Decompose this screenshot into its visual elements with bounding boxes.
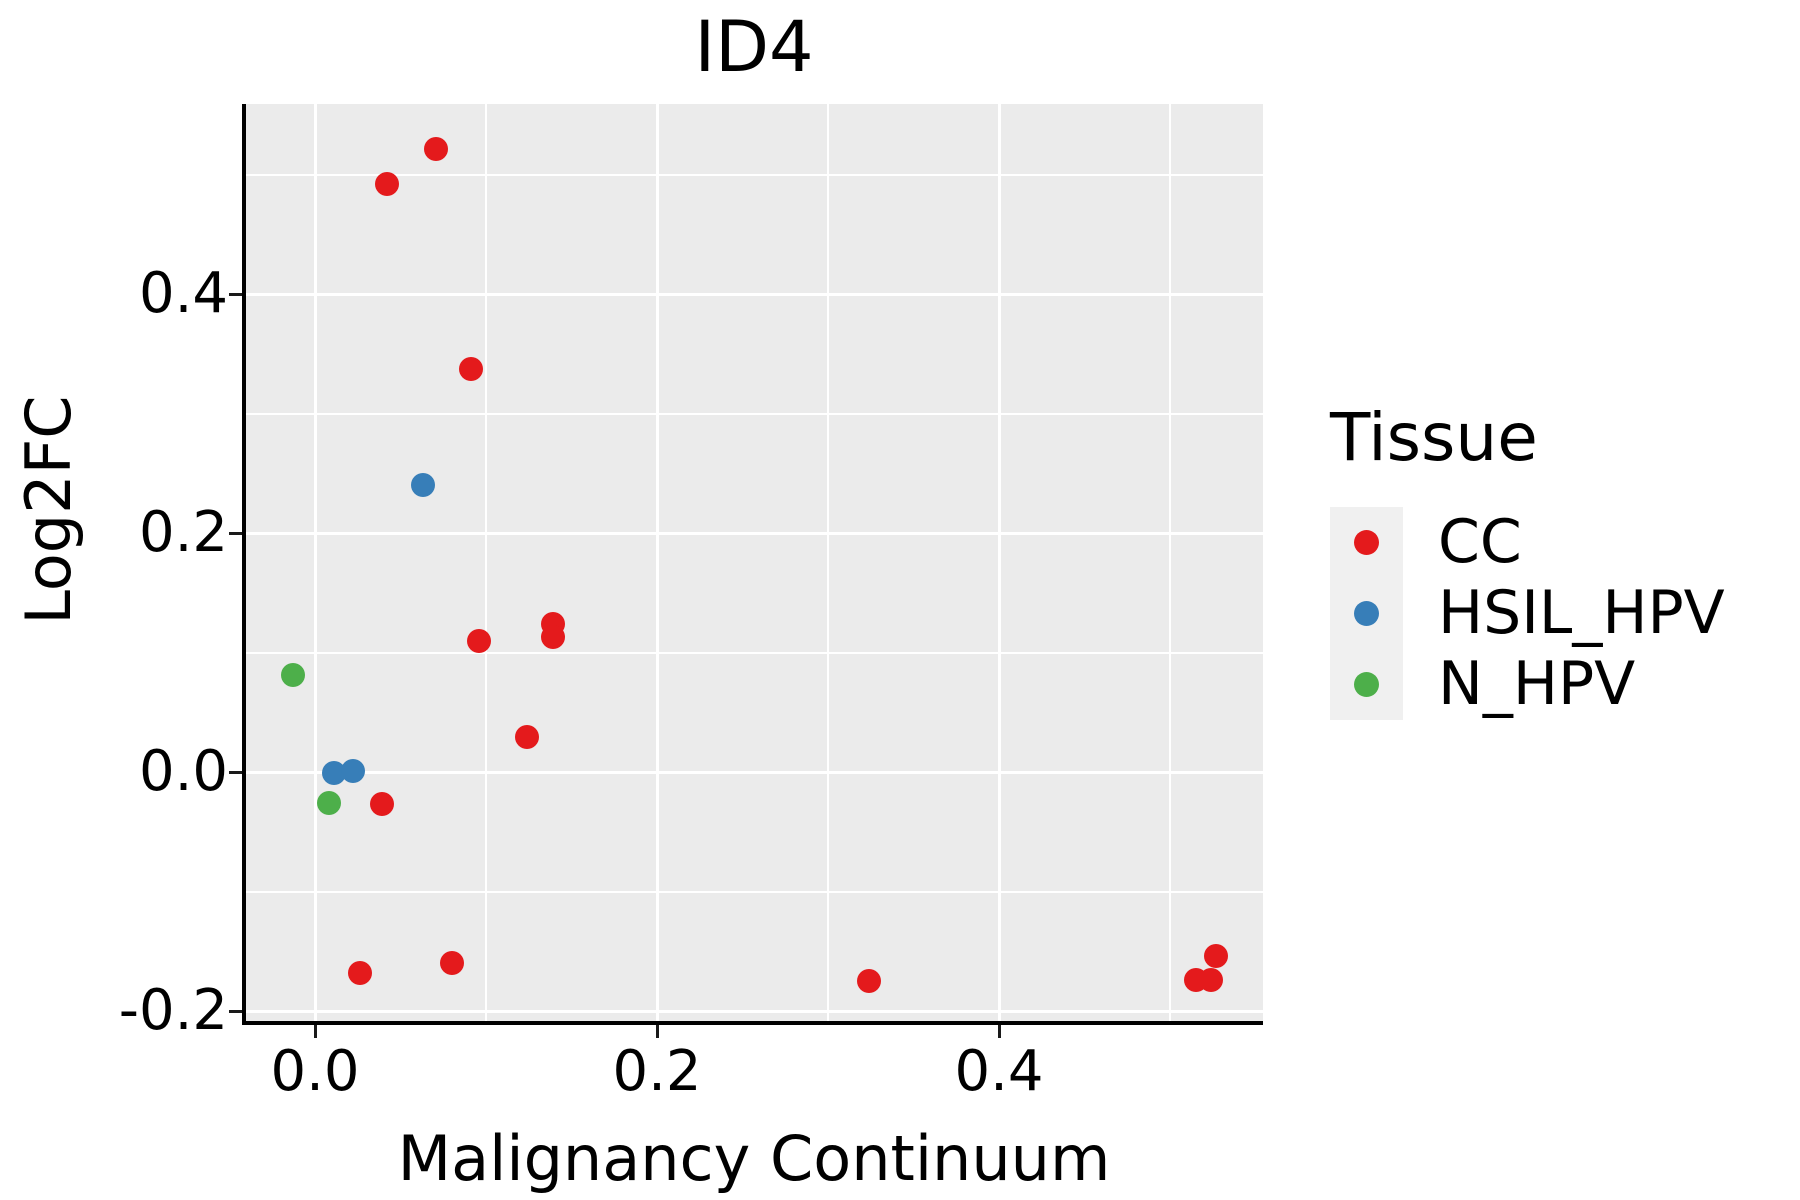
x-tick bbox=[313, 1025, 317, 1038]
data-point-cc bbox=[347, 960, 372, 985]
x-major-gridline bbox=[655, 104, 659, 1021]
y-major-gridline bbox=[246, 292, 1263, 296]
x-axis-line bbox=[242, 1021, 1263, 1025]
y-minor-gridline bbox=[246, 890, 1263, 893]
x-tick bbox=[655, 1025, 659, 1038]
legend-label-n_hpv: N_HPV bbox=[1438, 649, 1636, 719]
y-tick bbox=[229, 770, 242, 774]
data-point-cc bbox=[374, 172, 399, 197]
y-tick-label: 0.4 bbox=[138, 261, 228, 326]
y-minor-gridline bbox=[246, 173, 1263, 176]
data-point-cc bbox=[1204, 944, 1229, 968]
data-point-cc bbox=[515, 725, 539, 750]
y-axis-title: Log2FC bbox=[12, 395, 85, 625]
x-axis-title: Malignancy Continuum bbox=[397, 1122, 1111, 1195]
x-major-gridline bbox=[997, 104, 1001, 1021]
legend: Tissue CC HSIL_HPV N_HPV bbox=[1330, 405, 1800, 745]
y-major-gridline bbox=[246, 531, 1263, 535]
x-tick-label: 0.4 bbox=[954, 1039, 1044, 1104]
y-axis-line bbox=[242, 104, 246, 1025]
data-point-cc bbox=[1199, 967, 1223, 992]
y-major-gridline bbox=[246, 1009, 1263, 1013]
data-point-hsil_hpv bbox=[410, 473, 435, 498]
y-tick bbox=[229, 1009, 242, 1013]
y-tick-label: -0.2 bbox=[118, 978, 228, 1043]
data-point-n_hpv bbox=[280, 663, 305, 688]
chart-title: ID4 bbox=[694, 6, 814, 88]
y-major-gridline bbox=[246, 770, 1263, 774]
data-point-cc bbox=[540, 625, 565, 649]
data-point-cc bbox=[424, 137, 449, 162]
x-minor-gridline bbox=[827, 104, 829, 1021]
legend-dot-cc bbox=[1354, 530, 1379, 555]
y-minor-gridline bbox=[246, 651, 1263, 654]
legend-key-cc bbox=[1330, 507, 1403, 578]
legend-label-hsil_hpv: HSIL_HPV bbox=[1438, 578, 1725, 648]
y-tick bbox=[229, 292, 242, 296]
x-tick bbox=[997, 1025, 1001, 1038]
data-point-n_hpv bbox=[316, 791, 341, 816]
data-point-cc bbox=[458, 357, 483, 382]
y-tick-label: 0.0 bbox=[138, 739, 228, 804]
y-tick-label: 0.2 bbox=[138, 500, 228, 565]
legend-key-hsil_hpv bbox=[1330, 578, 1403, 649]
legend-key-n_hpv bbox=[1330, 649, 1403, 720]
legend-dot-hsil_hpv bbox=[1354, 601, 1379, 626]
x-minor-gridline bbox=[485, 104, 487, 1021]
legend-title: Tissue bbox=[1330, 399, 1538, 476]
data-point-cc bbox=[369, 792, 394, 817]
legend-label-cc: CC bbox=[1438, 507, 1522, 577]
x-major-gridline bbox=[313, 104, 317, 1021]
data-point-cc bbox=[439, 951, 464, 976]
x-tick-label: 0.2 bbox=[612, 1039, 702, 1104]
plot-panel bbox=[246, 104, 1263, 1021]
data-point-cc bbox=[857, 969, 881, 994]
y-tick bbox=[229, 531, 242, 535]
y-minor-gridline bbox=[246, 412, 1263, 415]
x-tick-label: 0.0 bbox=[270, 1039, 360, 1104]
data-point-cc bbox=[467, 628, 492, 653]
legend-dot-n_hpv bbox=[1354, 672, 1379, 697]
x-minor-gridline bbox=[1169, 104, 1171, 1021]
data-point-hsil_hpv bbox=[340, 758, 365, 783]
